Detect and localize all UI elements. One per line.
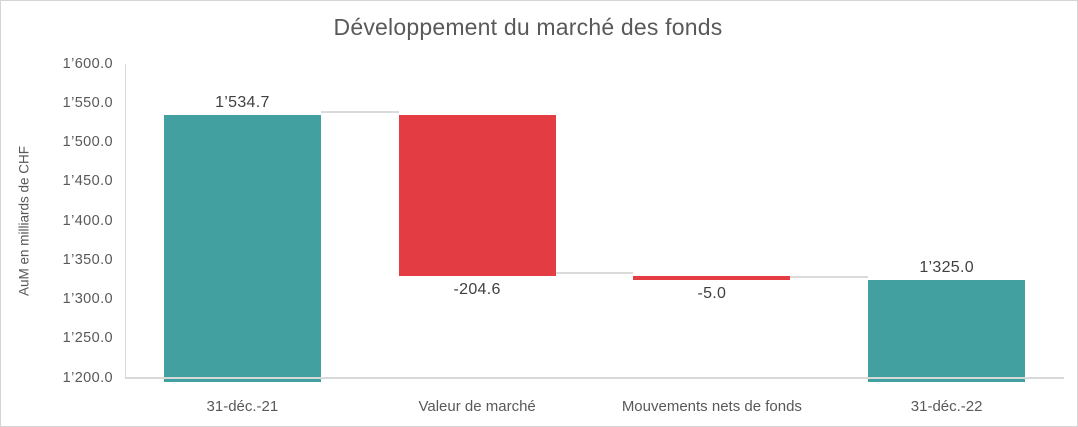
x-category-label: Mouvements nets de fonds [621,398,802,415]
y-tick-label: 1’200.0 [62,369,113,386]
bar-value-label: 1’325.0 [919,258,974,276]
x-axis-line [125,377,1064,379]
y-tick-label: 1’350.0 [62,251,113,268]
bar-value-label: -5.0 [697,284,727,302]
chart-title: Développement du marché des fonds [333,14,723,40]
y-tick-label: 1’550.0 [62,94,113,111]
y-tick-label: 1’500.0 [62,134,113,150]
waterfall-bar-change [633,275,791,280]
y-tick-label: 1’450.0 [62,173,113,190]
bar-value-label: 1’534.7 [215,94,270,112]
y-tick-label: 1’600.0 [62,55,113,72]
x-category-label: 31-déc.-21 [206,398,279,415]
waterfall-bar-total [163,115,321,382]
y-tick-label: 1’300.0 [62,291,113,307]
x-category-label: Valeur de marché [418,398,536,415]
y-axis-line [125,64,126,378]
y-tick-label: 1’400.0 [62,212,113,229]
waterfall-connector-line [320,111,399,114]
y-tick-label: 1’250.0 [62,330,113,347]
waterfall-bar-total [868,279,1026,382]
x-category-label: 31-déc.-22 [910,398,983,415]
bar-value-label: -204.6 [453,280,501,298]
waterfall-bar-change [398,115,556,276]
waterfall-connector-line [555,271,634,274]
waterfall-connector-line [790,275,869,278]
